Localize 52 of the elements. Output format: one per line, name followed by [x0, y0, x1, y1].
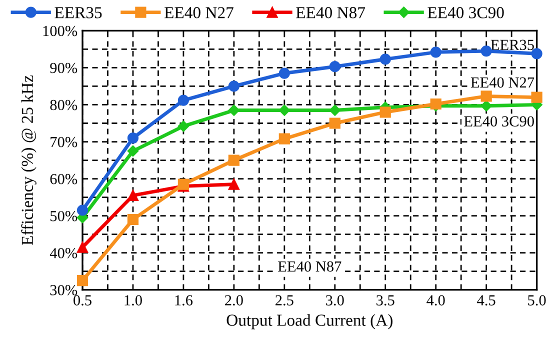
point [76, 204, 88, 216]
point [228, 154, 240, 166]
y-tick-label: 40% [50, 248, 78, 258]
legend-label: EE40 3C90 [428, 7, 504, 18]
x-tick-label: 2.5 [276, 295, 294, 306]
y-tick-label: 60% [50, 174, 78, 184]
point [480, 100, 492, 112]
annotation: EE40 N27 [470, 77, 534, 88]
y-tick-label: 70% [50, 136, 78, 148]
x-tick-label: 2.0 [225, 295, 243, 306]
y-tick-label: 100% [43, 26, 78, 36]
x-tick-label: 4.5 [477, 295, 496, 306]
x-tick-label: 4.0 [426, 295, 445, 306]
point [380, 54, 391, 65]
point [178, 94, 190, 106]
legend-label: EE40 N27 [164, 7, 234, 18]
x-tick-label: 5.0 [528, 295, 546, 306]
x-tick-label: 3.5 [376, 295, 394, 306]
point [329, 118, 340, 129]
annotation: EER35 [490, 40, 534, 50]
annotation: EE40 N87 [278, 261, 342, 272]
point [178, 120, 190, 132]
x-tick-label: 3.0 [326, 295, 344, 306]
point [430, 46, 442, 58]
point [228, 178, 240, 190]
point [380, 106, 391, 118]
point [76, 275, 88, 286]
point [127, 214, 139, 226]
point [228, 80, 240, 92]
x-tick-label: 1.0 [124, 295, 142, 306]
legend-label: EER35 [54, 7, 102, 18]
y-axis-title: Efficiency (%) @ 25 kHz [21, 75, 36, 246]
point [76, 242, 88, 253]
y-tick-label: 50% [50, 210, 78, 222]
point [278, 133, 290, 144]
point [480, 45, 492, 57]
point [127, 190, 139, 201]
y-tick-label: 80% [50, 100, 78, 110]
point [329, 61, 340, 72]
point [127, 132, 139, 144]
point [531, 92, 542, 103]
x-axis-title: Output Load Current (A) [226, 314, 392, 330]
point [329, 104, 340, 116]
y-tick-label: 30% [50, 284, 78, 296]
point [127, 145, 139, 157]
point [278, 68, 290, 79]
legend-label: EE40 N87 [296, 7, 365, 18]
annotation: EE40 3C90 [464, 116, 534, 127]
x-tick-label: 1.6 [175, 295, 193, 306]
y-tick-label: 90% [50, 62, 78, 74]
x-tick-label: 0.5 [74, 295, 92, 306]
point [480, 90, 492, 102]
